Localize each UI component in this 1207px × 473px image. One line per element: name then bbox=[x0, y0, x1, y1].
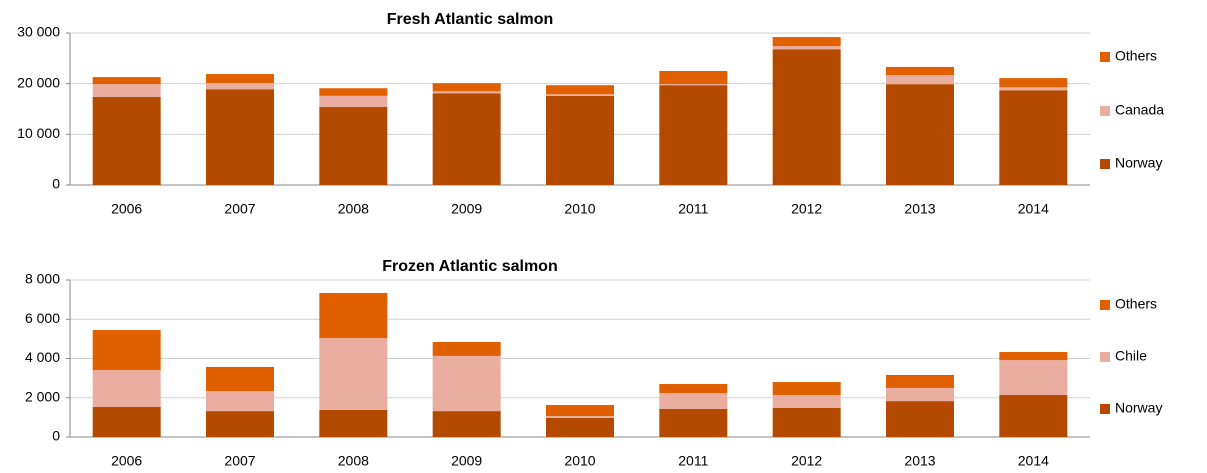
bar-segment bbox=[432, 83, 501, 92]
x-tick-label: 2014 bbox=[1018, 201, 1049, 217]
bar-segment bbox=[999, 90, 1068, 185]
legend-label: Others bbox=[1115, 296, 1157, 312]
bar-segment bbox=[432, 93, 501, 185]
bar-segment bbox=[92, 370, 161, 407]
bar-segment bbox=[319, 95, 388, 107]
legend-swatch bbox=[1100, 159, 1110, 169]
bar-segment bbox=[999, 87, 1068, 91]
legend-swatch bbox=[1100, 106, 1110, 116]
bar-segment bbox=[432, 91, 501, 94]
bar-segment bbox=[772, 382, 841, 396]
y-tick-label: 2 000 bbox=[25, 388, 60, 404]
bar-segment bbox=[886, 84, 954, 185]
y-tick-label: 10 000 bbox=[17, 125, 60, 141]
bar-segment bbox=[886, 374, 954, 388]
bar-segment bbox=[886, 75, 954, 85]
bar-segment bbox=[659, 71, 728, 85]
x-tick-label: 2006 bbox=[111, 201, 142, 217]
x-tick-label: 2011 bbox=[678, 453, 708, 469]
y-tick-label: 0 bbox=[52, 176, 60, 192]
bar-segment bbox=[886, 387, 954, 402]
bar-segment bbox=[659, 84, 728, 86]
bar-segment bbox=[886, 66, 954, 76]
legend-swatch bbox=[1100, 300, 1110, 310]
bar-segment bbox=[206, 74, 274, 84]
bar-segment bbox=[319, 106, 388, 185]
x-tick-label: 2007 bbox=[224, 453, 255, 469]
bar-segment bbox=[659, 384, 728, 394]
bar-segment bbox=[659, 408, 728, 437]
y-tick-label: 8 000 bbox=[25, 271, 60, 287]
bar-segment bbox=[432, 355, 501, 412]
x-tick-label: 2009 bbox=[451, 201, 482, 217]
bar-segment bbox=[92, 77, 161, 85]
bar-segment bbox=[999, 78, 1068, 88]
bar-segment bbox=[999, 360, 1068, 396]
bar-segment bbox=[546, 416, 614, 418]
bar-segment bbox=[92, 84, 161, 97]
bar-segment bbox=[206, 411, 274, 437]
bar-segment bbox=[319, 292, 388, 339]
bar-segment bbox=[432, 342, 501, 356]
legend-label: Canada bbox=[1115, 102, 1164, 118]
bar-segment bbox=[546, 405, 614, 417]
bar-segment bbox=[999, 352, 1068, 361]
y-tick-label: 6 000 bbox=[25, 310, 60, 326]
legend-swatch bbox=[1100, 52, 1110, 62]
x-tick-label: 2008 bbox=[338, 201, 369, 217]
x-tick-label: 2006 bbox=[111, 453, 142, 469]
x-tick-label: 2010 bbox=[564, 201, 595, 217]
bar-segment bbox=[772, 46, 841, 50]
x-tick-label: 2011 bbox=[678, 201, 708, 217]
legend-label: Others bbox=[1115, 48, 1157, 64]
bar-segment bbox=[772, 395, 841, 408]
bar-segment bbox=[659, 85, 728, 185]
legend-swatch bbox=[1100, 404, 1110, 414]
bar-segment bbox=[546, 95, 614, 185]
x-tick-label: 2013 bbox=[904, 201, 935, 217]
bar-segment bbox=[432, 411, 501, 437]
bar-segment bbox=[999, 395, 1068, 437]
bar-segment bbox=[546, 417, 614, 437]
bar-segment bbox=[772, 37, 841, 47]
bar-segment bbox=[659, 393, 728, 409]
x-tick-label: 2010 bbox=[564, 453, 595, 469]
bar-segment bbox=[772, 407, 841, 437]
y-tick-label: 4 000 bbox=[25, 349, 60, 365]
x-tick-label: 2012 bbox=[791, 201, 822, 217]
bar-segment bbox=[206, 83, 274, 90]
bar-segment bbox=[886, 401, 954, 437]
chart-title: Frozen Atlantic salmon bbox=[382, 258, 557, 275]
bar-segment bbox=[772, 49, 841, 185]
y-tick-label: 0 bbox=[52, 428, 60, 444]
bar-segment bbox=[319, 409, 388, 437]
bar-segment bbox=[92, 406, 161, 437]
bar-segment bbox=[546, 85, 614, 95]
y-tick-label: 20 000 bbox=[17, 74, 60, 90]
bar-segment bbox=[319, 88, 388, 96]
legend-label: Norway bbox=[1115, 400, 1162, 416]
x-tick-label: 2008 bbox=[338, 453, 369, 469]
bar-segment bbox=[206, 366, 274, 392]
bar-segment bbox=[92, 330, 161, 371]
legend-label: Chile bbox=[1115, 348, 1147, 364]
legend-swatch bbox=[1100, 352, 1110, 362]
x-tick-label: 2012 bbox=[791, 453, 822, 469]
chart-title: Fresh Atlantic salmon bbox=[387, 11, 554, 28]
x-tick-label: 2007 bbox=[224, 201, 255, 217]
bar-segment bbox=[206, 391, 274, 412]
x-tick-label: 2013 bbox=[904, 453, 935, 469]
x-tick-label: 2009 bbox=[451, 453, 482, 469]
bar-segment bbox=[546, 94, 614, 96]
bar-segment bbox=[206, 89, 274, 185]
bar-segment bbox=[92, 96, 161, 185]
legend-label: Norway bbox=[1115, 155, 1162, 171]
x-tick-label: 2014 bbox=[1018, 453, 1049, 469]
y-tick-label: 30 000 bbox=[17, 24, 60, 40]
bar-segment bbox=[319, 338, 388, 410]
